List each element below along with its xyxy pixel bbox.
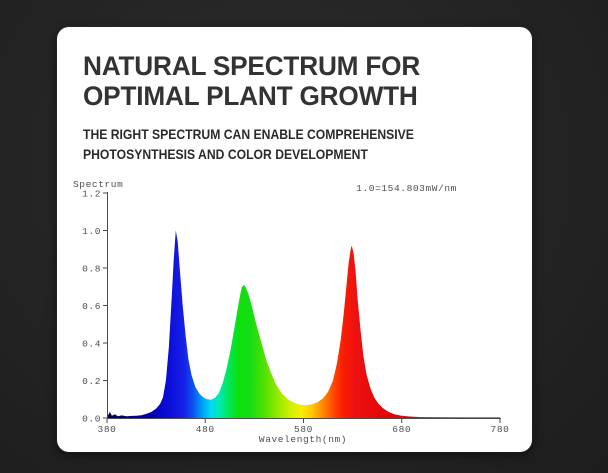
subtitle-line-1: THE RIGHT SPECTRUM CAN ENABLE COMPREHENS…	[83, 126, 414, 142]
spectrum-area	[107, 230, 500, 418]
x-tick-label: 680	[392, 424, 411, 435]
x-tick-label: 780	[491, 424, 510, 435]
page-subtitle: THE RIGHT SPECTRUM CAN ENABLE COMPREHENS…	[83, 124, 414, 164]
content-card: NATURAL SPECTRUM FOR OPTIMAL PLANT GROWT…	[57, 27, 532, 452]
y-tick-label: 0.4	[82, 339, 101, 350]
x-tick-label: 580	[294, 424, 313, 435]
y-tick-label: 1.0	[82, 226, 101, 237]
page-title: NATURAL SPECTRUM FOR OPTIMAL PLANT GROWT…	[83, 51, 420, 111]
y-axis-title: Spectrum	[73, 179, 123, 190]
y-tick-label: 0.6	[82, 301, 101, 312]
spectrum-area-group	[107, 230, 500, 418]
scale-annotation: 1.0=154.803mW/nm	[356, 183, 457, 194]
y-tick-label: 1.2	[82, 189, 101, 200]
x-tick-label: 380	[98, 424, 117, 435]
y-tick-label: 0.8	[82, 264, 101, 275]
y-tick-label: 0.2	[82, 376, 101, 387]
title-line-2: OPTIMAL PLANT GROWTH	[83, 81, 418, 111]
title-line-1: NATURAL SPECTRUM FOR	[83, 51, 421, 81]
x-axis-title: Wavelength(nm)	[259, 434, 347, 445]
x-tick-label: 480	[196, 424, 215, 435]
y-tick-label: 0.0	[82, 414, 101, 425]
subtitle-line-2: PHOTOSYNTHESIS AND COLOR DEVELOPMENT	[83, 146, 368, 162]
